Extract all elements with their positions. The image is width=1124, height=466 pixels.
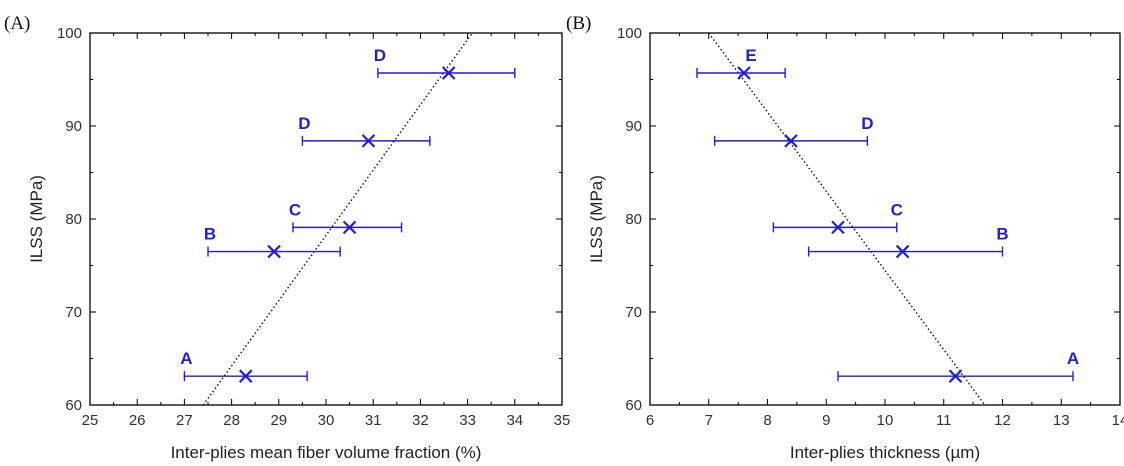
x-tick-label: 11 bbox=[936, 412, 952, 429]
data-point-marker bbox=[238, 369, 253, 383]
data-point-marker bbox=[948, 369, 963, 383]
y-tick-label: 70 bbox=[65, 304, 82, 321]
data-point-label: C bbox=[289, 200, 301, 219]
x-axis-label: Inter-plies thickness (µm) bbox=[790, 443, 980, 462]
plot-frame bbox=[89, 32, 563, 406]
x-tick-label: 9 bbox=[822, 412, 830, 429]
panel-label: (A) bbox=[4, 13, 30, 34]
trend-line bbox=[202, 33, 473, 405]
x-tick-label: 28 bbox=[223, 412, 240, 429]
x-tick-label: 29 bbox=[270, 412, 287, 429]
y-tick-label: 100 bbox=[57, 25, 82, 42]
data-point-marker bbox=[361, 134, 376, 148]
x-tick-label: 10 bbox=[877, 412, 894, 429]
y-tick-label: 70 bbox=[625, 304, 642, 321]
y-tick-label: 80 bbox=[625, 211, 642, 228]
data-point-label: B bbox=[204, 225, 216, 244]
data-point-label: B bbox=[996, 225, 1008, 244]
x-tick-label: 14 bbox=[1112, 412, 1124, 429]
y-tick-label: 90 bbox=[625, 118, 642, 135]
data-point-label: C bbox=[891, 200, 903, 219]
y-axis-label: ILSS (MPa) bbox=[27, 175, 46, 263]
data-point-label: D bbox=[861, 114, 873, 133]
data-point-marker bbox=[895, 244, 910, 259]
chart-panel-b: 6 7 8 9 10 11 12 13 14 60 70 80 90 100 Inter-plies thi… bbox=[566, 13, 1124, 462]
x-tick-label: 8 bbox=[763, 412, 771, 429]
y-tick-label: 80 bbox=[65, 211, 82, 228]
x-tick-label: 34 bbox=[506, 412, 523, 429]
x-tick-label: 32 bbox=[412, 412, 429, 429]
x-tick-label: 12 bbox=[994, 412, 1011, 429]
x-tick-label: 13 bbox=[1053, 412, 1070, 429]
x-tick-label: 27 bbox=[176, 412, 193, 429]
data-point-marker bbox=[342, 220, 357, 235]
data-point-label: A bbox=[180, 349, 192, 368]
x-tick-label: 31 bbox=[365, 412, 382, 429]
data-point-marker bbox=[737, 66, 751, 80]
y-tick-label: 60 bbox=[625, 397, 642, 414]
panel-label: (B) bbox=[566, 13, 591, 34]
data-point-label: D bbox=[298, 114, 310, 133]
x-tick-label: 25 bbox=[82, 412, 99, 429]
data-point-marker bbox=[831, 220, 845, 235]
y-tick-label: 100 bbox=[617, 25, 642, 42]
y-axis-label: ILSS (MPa) bbox=[587, 175, 606, 263]
data-point-label: E bbox=[745, 46, 756, 65]
data-point-marker bbox=[267, 244, 281, 259]
data-point-label: D bbox=[374, 46, 386, 65]
plot-frame bbox=[649, 32, 1121, 406]
x-axis-label: Inter-plies mean fiber volume fraction (… bbox=[171, 443, 482, 462]
y-tick-label: 60 bbox=[65, 397, 82, 414]
x-tick-label: 30 bbox=[318, 412, 335, 429]
y-tick-label: 90 bbox=[65, 118, 82, 135]
data-point-label: A bbox=[1067, 349, 1079, 368]
x-tick-label: 7 bbox=[705, 412, 713, 429]
data-point-marker bbox=[784, 134, 798, 148]
data-point-marker bbox=[441, 66, 456, 80]
x-tick-label: 6 bbox=[646, 412, 654, 429]
trend-line bbox=[708, 33, 986, 405]
x-tick-label: 33 bbox=[459, 412, 476, 429]
chart-panel-a: 25 26 27 28 29 30 31 32 33 34 35 60 70 80 90 100 Inter-p… bbox=[4, 13, 570, 462]
x-tick-label: 26 bbox=[129, 412, 146, 429]
x-tick-label: 35 bbox=[554, 412, 571, 429]
